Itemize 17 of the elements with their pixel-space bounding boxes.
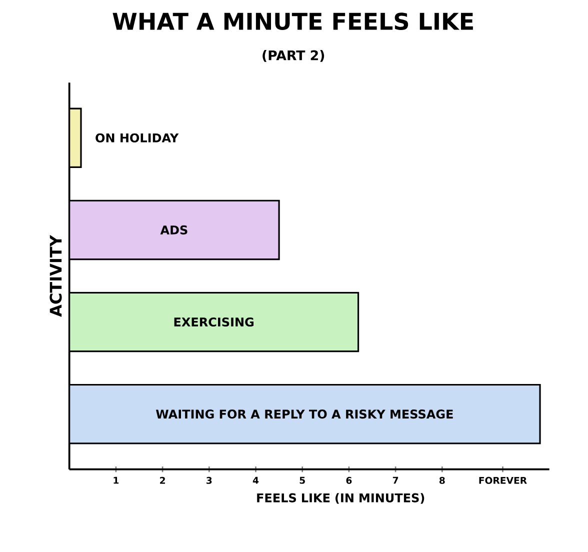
y-tick-label: EXERCISING — [174, 317, 254, 327]
x-tick-label: 6 — [346, 476, 352, 484]
x-tick-label: 1 — [114, 476, 119, 484]
y-axis-title: ACTIVITY — [50, 234, 62, 317]
y-tick-label: ADS — [160, 225, 188, 234]
x-tick-label: FOREVER — [479, 476, 527, 484]
x-tick-label: 5 — [300, 476, 305, 484]
y-tick-label: ON HOLIDAY — [96, 133, 179, 142]
x-tick-label: 7 — [392, 476, 398, 484]
y-tick-label: WAITING FOR A REPLY TO A RISKY MESSAGE — [156, 410, 453, 419]
x-tick-label: 2 — [160, 476, 165, 484]
x-tick-label: 4 — [252, 476, 259, 484]
x-tick-label: 8 — [439, 476, 445, 484]
x-tick-label: 3 — [206, 476, 212, 484]
chart-subtitle: (PART 2) — [262, 50, 324, 62]
chart-title: WHAT A MINUTE FEELS LIKE — [112, 12, 473, 30]
x-axis-title: FEELS LIKE (IN MINUTES) — [257, 493, 424, 504]
